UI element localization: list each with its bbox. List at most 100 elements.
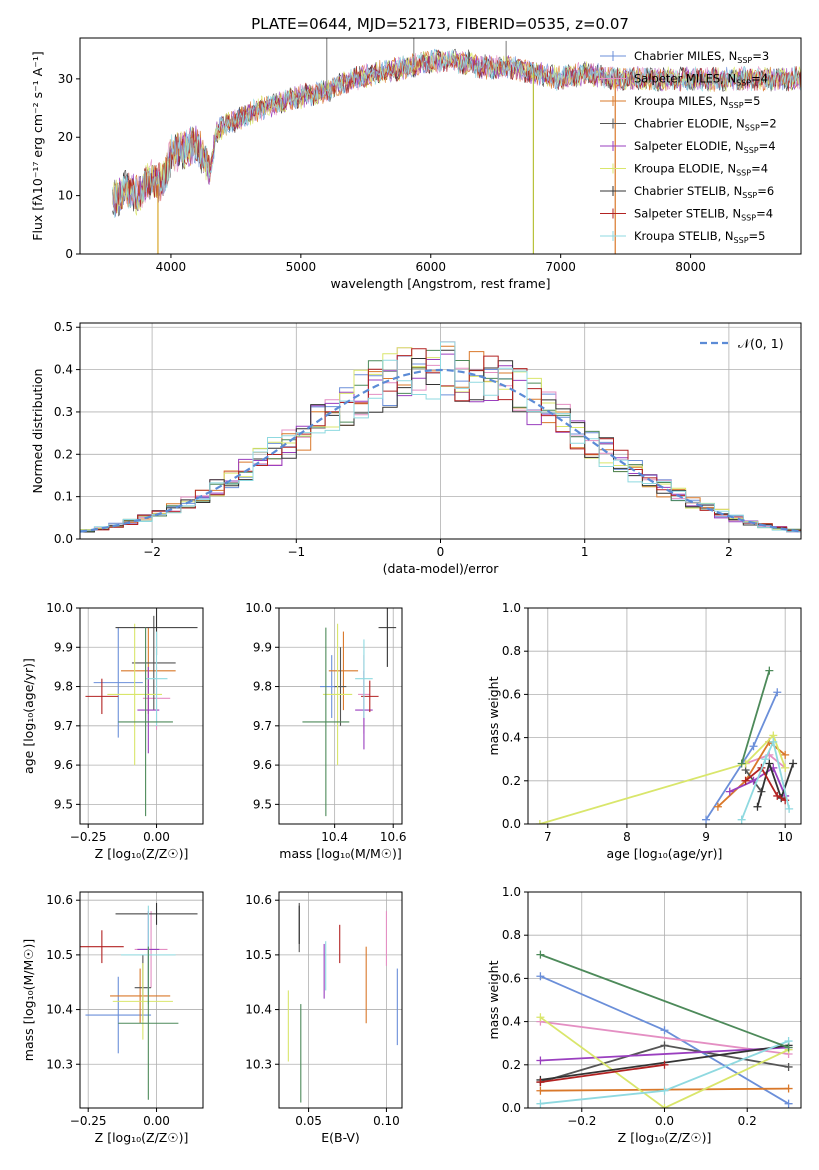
legend-entry: Chabrier ELODIE, NSSP=2 xyxy=(600,117,777,133)
errorbar-point xyxy=(93,627,143,738)
series-line xyxy=(539,1016,789,1108)
legend-entry: Chabrier MILES, NSSP=3 xyxy=(600,49,769,65)
series-point xyxy=(660,1041,669,1050)
y-tick-label: 10.4 xyxy=(245,1003,272,1017)
series-point xyxy=(725,787,734,796)
x-tick-label: 7 xyxy=(544,830,552,844)
y-tick-label: 9.5 xyxy=(253,797,272,811)
y-tick-label: 1.0 xyxy=(502,885,521,899)
legend-label: Salpeter MILES, NSSP=4 xyxy=(634,72,768,88)
y-tick-label: 9.5 xyxy=(54,797,73,811)
series-point xyxy=(784,1084,793,1093)
series-point xyxy=(660,1104,669,1108)
plot-area-weight_vs_age xyxy=(528,608,801,824)
legend-entry: Salpeter MILES, NSSP=4 xyxy=(600,72,768,88)
y-tick-label: 20 xyxy=(58,130,73,144)
series-point xyxy=(773,791,782,800)
plot-area-weight_vs_Z xyxy=(528,892,801,1108)
weight-series xyxy=(702,688,782,824)
weight-series xyxy=(536,950,793,1052)
series-line xyxy=(540,1046,789,1062)
y-tick-label: 0.1 xyxy=(54,490,73,504)
errorbar-point xyxy=(110,968,171,1024)
legend-entry: Kroupa STELIB, NSSP=5 xyxy=(600,229,765,245)
y-tick-label: 0.2 xyxy=(54,447,73,461)
series-point xyxy=(660,1086,669,1095)
series-point xyxy=(660,1026,669,1035)
y-tick-label: 9.6 xyxy=(54,758,73,772)
x-tick-label: 5000 xyxy=(286,260,317,274)
normal-curve xyxy=(80,368,801,533)
y-tick-label: 30 xyxy=(58,72,73,86)
y-tick-label: 0.4 xyxy=(54,363,73,377)
legend-label: 𝒩(0, 1) xyxy=(738,336,784,351)
panel-residuals: −2 −1 0 1 2 0.0 0.1 0.2 0.3 0.4 0.5 (data-model)/er… xyxy=(30,320,802,576)
y-tick-label: 0.0 xyxy=(502,817,521,831)
y-tick-label: 10.0 xyxy=(245,601,272,615)
series-point xyxy=(741,776,750,785)
y-axis-label: mass weight xyxy=(486,960,501,1039)
legend-label: Salpeter STELIB, NSSP=4 xyxy=(634,207,773,223)
series-line xyxy=(539,733,787,824)
series-point xyxy=(536,1013,545,1022)
x-tick-label: −0.25 xyxy=(70,830,107,844)
legend-label: Chabrier ELODIE, NSSP=2 xyxy=(634,117,777,133)
x-tick-label: 0.10 xyxy=(373,1114,400,1128)
figure-title: PLATE=0644, MJD=52173, FIBERID=0535, z=0… xyxy=(251,15,629,33)
series-point xyxy=(749,742,758,751)
y-axis-label: mass weight xyxy=(486,676,501,755)
axes-frame xyxy=(79,37,802,255)
y-axis-label: age [log₁₀(age/yr)] xyxy=(21,658,36,774)
series-point xyxy=(536,1056,545,1065)
weight-series xyxy=(737,737,794,824)
errorbar-point xyxy=(302,627,350,817)
y-tick-label: 9.8 xyxy=(253,680,272,694)
series-point xyxy=(536,1078,545,1087)
x-axis-label: Z [log₁₀(Z/Z☉)] xyxy=(95,1130,189,1145)
x-tick-label: 0 xyxy=(437,545,445,559)
series-point xyxy=(535,820,544,824)
series-point xyxy=(536,1086,545,1095)
x-tick-label: −2 xyxy=(143,545,161,559)
errorbar-point xyxy=(378,608,397,667)
x-tick-label: 10.4 xyxy=(321,830,348,844)
series-line xyxy=(740,670,771,764)
errorbar-point xyxy=(80,930,124,964)
x-tick-label: 0.0 xyxy=(655,1114,674,1128)
y-tick-label: 10.0 xyxy=(46,601,73,615)
series-point xyxy=(536,1099,545,1108)
y-tick-label: 0.2 xyxy=(502,1058,521,1072)
legend-entry: Chabrier STELIB, NSSP=6 xyxy=(600,184,774,200)
series-point xyxy=(713,802,722,811)
y-tick-label: 0.8 xyxy=(502,644,521,658)
y-tick-label: 9.8 xyxy=(54,680,73,694)
series-point xyxy=(784,1043,793,1052)
y-tick-label: 0 xyxy=(65,247,73,261)
y-tick-label: 0.4 xyxy=(502,731,521,745)
series-point xyxy=(784,1099,793,1108)
y-tick-label: 0.0 xyxy=(54,532,73,546)
series-line xyxy=(540,1020,789,1055)
legend-entry: Salpeter ELODIE, NSSP=4 xyxy=(600,139,776,155)
errorbar-point xyxy=(112,963,173,1040)
y-tick-label: 0.6 xyxy=(502,687,521,701)
weight-series xyxy=(536,972,793,1108)
axes-frame xyxy=(79,607,204,825)
legend-label: Chabrier STELIB, NSSP=6 xyxy=(634,184,774,200)
panel-spectrum: 4000 5000 6000 7000 8000 0 10 20 30 wavelength [A… xyxy=(30,37,802,291)
y-tick-label: 9.9 xyxy=(253,640,272,654)
errorbar-point xyxy=(145,631,168,726)
plot-area-age_vs_Z xyxy=(80,608,203,824)
panel-age_vs_Z: −0.25 0.00 9.5 9.6 9.7 9.8 9.9 10.0 Z [log₁₀(Z/Z… xyxy=(21,601,204,861)
x-tick-label: 9 xyxy=(702,830,710,844)
legend-label: Kroupa STELIB, NSSP=5 xyxy=(634,229,765,245)
histogram-series xyxy=(80,349,801,534)
plot-area-spectrum xyxy=(112,38,801,254)
x-tick-label: −1 xyxy=(287,545,305,559)
y-tick-label: 10.4 xyxy=(46,1003,73,1017)
legend-entry: Kroupa MILES, NSSP=5 xyxy=(600,94,760,110)
x-tick-label: 1 xyxy=(581,545,589,559)
y-axis-label: Flux [fλ10⁻¹⁷ erg cm⁻² s⁻¹ A⁻¹] xyxy=(30,51,45,240)
axes-frame xyxy=(79,891,204,1109)
x-axis-label: wavelength [Angstrom, rest frame] xyxy=(330,276,550,291)
